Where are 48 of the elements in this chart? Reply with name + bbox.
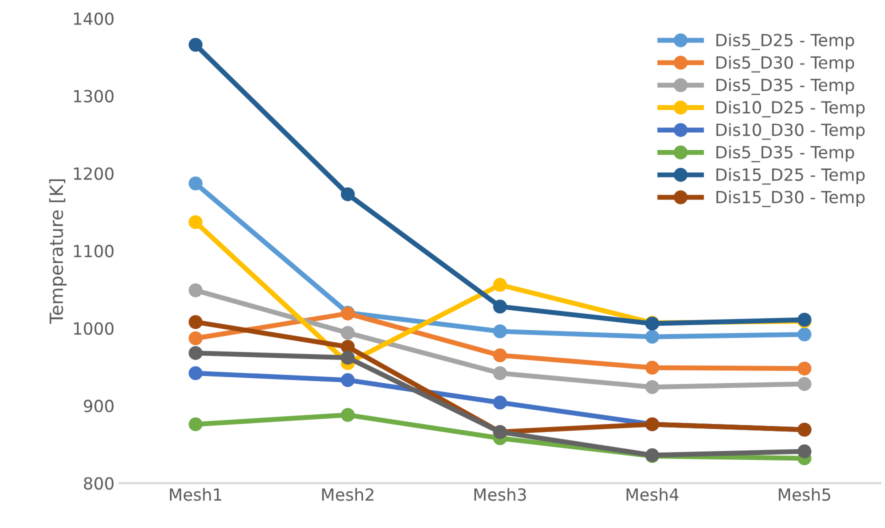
point xyxy=(340,373,355,388)
legend-label: Dis10_D25 - Temp xyxy=(716,100,865,118)
x-tick-label: Mesh5 xyxy=(778,488,830,501)
point xyxy=(493,278,507,292)
legend-label: Dis5_D25 - Temp xyxy=(716,33,854,50)
point xyxy=(188,366,203,380)
y-tick-label: 1000 xyxy=(74,322,114,335)
legend-label: Dis5_D30 - Temp xyxy=(716,56,854,72)
point xyxy=(188,283,203,298)
point xyxy=(798,362,812,376)
point xyxy=(798,444,812,458)
y-tick-label: 1400 xyxy=(74,12,114,26)
point xyxy=(645,380,660,394)
point xyxy=(188,215,203,230)
point xyxy=(645,330,660,344)
point xyxy=(493,366,507,380)
y-tick-label: 1300 xyxy=(74,90,114,102)
point xyxy=(493,396,507,410)
point xyxy=(493,324,507,338)
x-tick-label: Mesh3 xyxy=(474,488,526,501)
x-tick-label: Mesh4 xyxy=(626,488,679,501)
y-tick-label: 900 xyxy=(84,400,114,412)
y-tick-label: 800 xyxy=(84,477,114,490)
legend-label: Dis10_D30 - Temp xyxy=(716,123,865,140)
point xyxy=(493,348,507,362)
point xyxy=(798,327,812,342)
point xyxy=(188,417,203,432)
point xyxy=(188,331,203,346)
legend-label: Dis15_D25 - Temp xyxy=(716,168,865,185)
y-tick-label: 1100 xyxy=(74,244,114,258)
legend-label: Dis15_D30 - Temp xyxy=(716,190,865,208)
point xyxy=(493,300,507,314)
y-tick-label: 1200 xyxy=(74,167,114,180)
point xyxy=(340,326,355,340)
point xyxy=(340,350,355,365)
y-axis-title: Temperature [K] xyxy=(49,179,67,324)
x-tick-label: Mesh2 xyxy=(322,488,374,501)
point xyxy=(340,187,355,202)
legend-label: Dis5_D35 - Temp xyxy=(716,146,854,162)
x-tick-label: Mesh1 xyxy=(170,488,222,501)
point xyxy=(645,360,660,375)
point xyxy=(188,38,203,52)
point xyxy=(798,377,812,391)
point xyxy=(188,176,203,190)
point xyxy=(188,315,203,329)
point xyxy=(188,346,203,360)
legend-label: Dis5_D35 - Temp xyxy=(716,78,854,95)
point xyxy=(340,408,355,422)
